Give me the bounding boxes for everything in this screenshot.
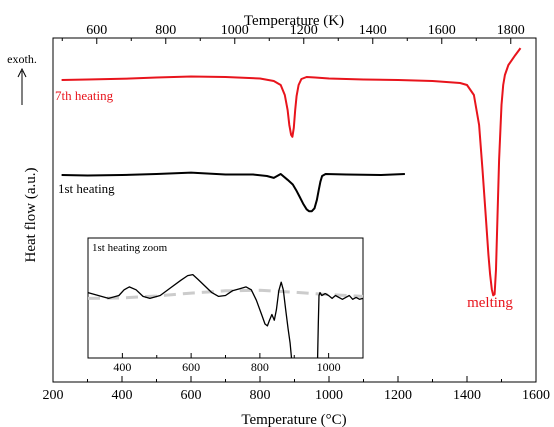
top-tick-label: 1800 <box>497 23 525 38</box>
inset-tick-label: 600 <box>182 360 200 374</box>
bottom-tick-label: 1200 <box>384 388 412 403</box>
top-tick-label: 1400 <box>359 23 387 38</box>
bottom-tick-label: 1400 <box>453 388 481 403</box>
series-1st-heating-line <box>61 171 405 213</box>
y-axis-title: Heat flow (a.u.) <box>23 168 39 263</box>
bottom-x-axis: 200 400 600 800 1000 1200 1400 1600 <box>43 376 550 403</box>
inset-x-axis: 400 600 800 1000 <box>87 353 364 374</box>
inset-tick-label: 400 <box>113 360 131 374</box>
bottom-tick-label: 1000 <box>315 388 343 403</box>
top-x-axis: 600 800 1000 1200 1400 1600 1800 <box>61 23 525 44</box>
exotherm-label: exoth. <box>7 52 37 66</box>
series-label-1st-heating: 1st heating <box>58 181 115 196</box>
bottom-axis-title: Temperature (°C) <box>241 412 346 427</box>
inset-curve <box>87 273 293 359</box>
bottom-tick-label: 800 <box>250 388 271 403</box>
inset-title: 1st heating zoom <box>92 242 168 254</box>
top-tick-label: 800 <box>155 23 176 38</box>
top-tick-label: 1200 <box>290 23 318 38</box>
inset-zoom-panel: 1st heating zoom 400 600 800 1000 <box>87 237 364 374</box>
inset-tick-label: 1000 <box>317 360 341 374</box>
bottom-tick-label: 600 <box>181 388 202 403</box>
top-axis-title: Temperature (K) <box>244 13 344 29</box>
bottom-tick-label: 200 <box>43 388 64 403</box>
inset-baseline-dashed <box>87 288 364 300</box>
inset-tick-label: 800 <box>251 360 269 374</box>
bottom-tick-label: 1600 <box>522 388 550 403</box>
top-tick-label: 1000 <box>221 23 249 38</box>
inset-curve-tail <box>316 291 364 359</box>
melting-label: melting <box>467 295 513 311</box>
series-7th-heating-line <box>61 47 522 297</box>
series-label-7th-heating: 7th heating <box>55 88 114 103</box>
top-tick-label: 600 <box>86 23 107 38</box>
bottom-tick-label: 400 <box>112 388 133 403</box>
top-tick-label: 1600 <box>428 23 456 38</box>
exotherm-arrow-icon <box>17 67 27 78</box>
